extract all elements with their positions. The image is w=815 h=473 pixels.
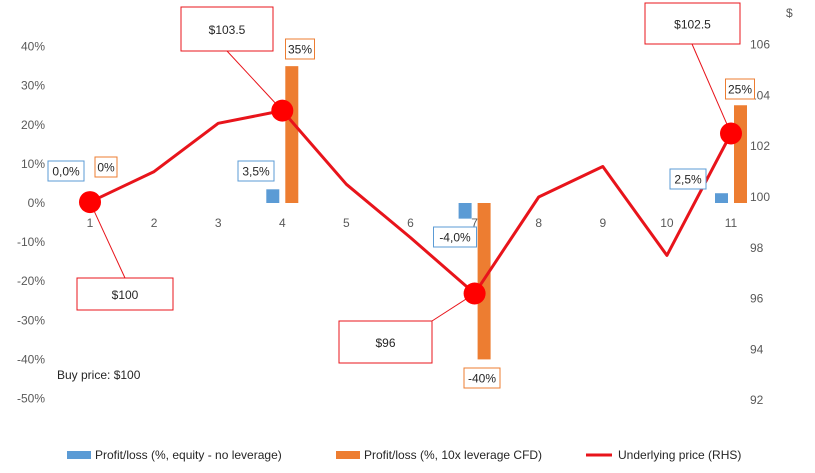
x-axis-tick-label: 5 <box>343 216 350 230</box>
bar-equity <box>266 189 280 203</box>
left-axis-tick-label: 20% <box>21 118 45 132</box>
x-axis-tick-label: 10 <box>660 216 674 230</box>
left-axis-tick-label: -10% <box>17 235 45 249</box>
callout-box <box>338 320 433 364</box>
left-axis-tick-label: -40% <box>17 352 45 366</box>
x-axis-tick-label: 7 <box>471 216 478 230</box>
legend-label-equity: Profit/loss (%, equity - no leverage) <box>95 448 282 462</box>
right-axis-tick-label: 104 <box>750 88 770 102</box>
legend-swatch-leverage <box>336 451 360 459</box>
left-axis-tick-label: 30% <box>21 79 45 93</box>
price-callout-label: $100 <box>112 288 139 302</box>
callout-box <box>180 6 274 52</box>
x-axis-tick-label: 3 <box>215 216 222 230</box>
equity-data-label-box <box>47 160 85 182</box>
leverage-data-label: 0% <box>97 161 115 175</box>
right-axis-tick-label: 106 <box>750 38 770 52</box>
left-axis-tick-label: 0% <box>28 196 46 210</box>
equity-data-label-box <box>433 226 477 248</box>
equity-data-label-box <box>669 168 707 190</box>
right-axis-tick-label: 98 <box>750 241 764 255</box>
x-axis-tick-label: 11 <box>725 216 738 230</box>
equity-data-label-box <box>237 160 275 182</box>
callout-leader <box>89 201 126 279</box>
right-axis-tick-label: 100 <box>750 190 770 204</box>
buy-price-annotation: Buy price: $100 <box>57 368 141 382</box>
left-axis-tick-label: -30% <box>17 313 45 327</box>
equity-data-label: 3,5% <box>242 165 270 179</box>
bar-equity <box>715 193 728 203</box>
right-axis-tick-label: 96 <box>750 292 764 306</box>
x-axis-tick-label: 2 <box>151 216 158 230</box>
right-axis-tick-label: 92 <box>750 393 764 407</box>
callout-box <box>76 277 174 311</box>
leverage-data-label-box <box>463 367 501 389</box>
equity-data-label: 0,0% <box>52 165 80 179</box>
x-axis-tick-label: 1 <box>87 216 94 230</box>
price-callout-label: $103.5 <box>209 23 246 37</box>
right-axis-tick-label: 94 <box>750 342 764 356</box>
price-marker <box>463 282 486 305</box>
legend-swatch-equity <box>67 451 91 459</box>
equity-data-label: 2,5% <box>674 173 702 187</box>
bar-leverage <box>285 66 299 204</box>
x-axis-tick-label: 8 <box>535 216 542 230</box>
left-axis-tick-label: -50% <box>17 392 45 406</box>
x-axis-tick-label: 9 <box>599 216 606 230</box>
leverage-data-label: 25% <box>728 83 752 97</box>
equity-data-label: -4,0% <box>439 231 471 245</box>
bar-equity <box>458 203 472 219</box>
x-axis-tick-label: 6 <box>407 216 414 230</box>
legend-label-leverage: Profit/loss (%, 10x leverage CFD) <box>364 448 542 462</box>
left-axis-tick-label: -20% <box>17 274 45 288</box>
price-marker <box>79 191 101 214</box>
callout-box <box>644 2 741 45</box>
price-callout-label: $96 <box>375 336 395 350</box>
leverage-data-label-box <box>725 78 755 100</box>
leverage-data-label-box <box>285 38 315 60</box>
callout-leader <box>691 43 732 134</box>
leverage-data-label-box <box>94 156 118 178</box>
price-marker <box>720 122 742 145</box>
leverage-data-label: -40% <box>468 372 496 386</box>
right-axis-tick-label: 102 <box>750 139 770 153</box>
legend-label-price: Underlying price (RHS) <box>618 448 741 462</box>
bar-leverage <box>734 105 747 203</box>
price-callout-label: $102.5 <box>674 18 711 32</box>
left-axis-tick-label: 10% <box>21 157 45 171</box>
x-axis-tick-label: 4 <box>279 216 286 230</box>
leverage-data-label: 35% <box>288 43 312 57</box>
price-line <box>89 109 733 296</box>
callout-leader <box>226 50 283 111</box>
right-axis-title: $ <box>786 6 793 20</box>
left-axis-tick-label: 40% <box>21 40 45 54</box>
price-marker <box>271 99 294 122</box>
